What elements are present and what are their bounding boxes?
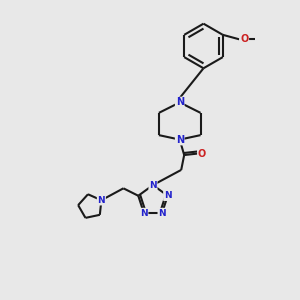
Text: N: N	[98, 196, 105, 205]
Text: N: N	[158, 208, 166, 217]
Text: N: N	[164, 191, 172, 200]
Text: N: N	[149, 181, 157, 190]
Text: N: N	[176, 135, 184, 145]
Text: O: O	[198, 148, 206, 159]
Text: N: N	[176, 98, 184, 107]
Text: N: N	[140, 208, 148, 217]
Text: O: O	[240, 34, 248, 44]
